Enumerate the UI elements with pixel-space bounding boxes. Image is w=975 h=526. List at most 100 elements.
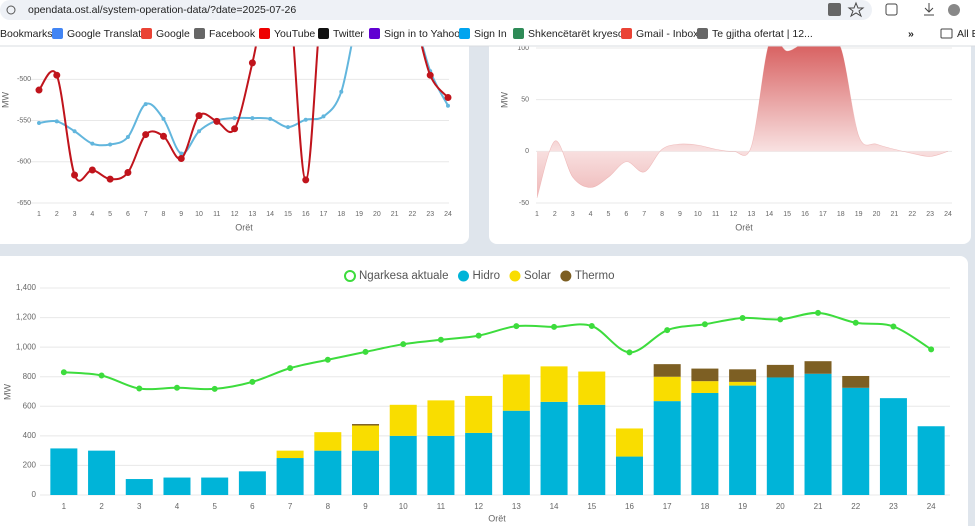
x-tick-label: 3 (73, 211, 77, 218)
bar (427, 400, 455, 436)
x-tick-label: 5 (108, 211, 112, 218)
legend-swatch[interactable] (509, 270, 521, 282)
x-tick-label: 18 (837, 211, 845, 218)
x-tick-label: 1 (535, 211, 539, 218)
x-tick-label: 15 (284, 211, 292, 218)
bookmark[interactable]: Twitter (333, 28, 364, 40)
point (626, 349, 633, 356)
bookmark[interactable]: Shkencëtarët kryeso... (528, 28, 632, 40)
point (211, 385, 218, 392)
bar (201, 477, 229, 495)
x-tick-label: 23 (926, 211, 934, 218)
url[interactable]: opendata.ost.al/system-operation-data/?d… (28, 4, 296, 16)
bookmark[interactable]: Te gjitha ofertat | 12... (712, 28, 813, 40)
translate-icon[interactable] (828, 3, 841, 16)
legend-label[interactable]: Ngarkesa aktuale (359, 270, 449, 282)
x-tick-label: 2 (99, 502, 104, 511)
point (161, 116, 166, 121)
point (339, 89, 344, 94)
x-tick-label: 20 (776, 502, 785, 511)
legend-label[interactable]: Solar (524, 270, 551, 282)
bookmark[interactable]: Facebook (209, 28, 256, 40)
bookmark[interactable]: Google Translate (67, 28, 147, 40)
x-tick-label: 3 (571, 211, 575, 218)
point (400, 341, 407, 348)
bar (879, 398, 907, 495)
x-tick-label: 17 (663, 502, 672, 511)
legend-swatch[interactable] (344, 270, 356, 282)
point (362, 348, 369, 355)
bookmark[interactable]: Gmail - Inbox (636, 28, 699, 40)
x-tick-label: 8 (660, 211, 664, 218)
x-tick-label: 22 (908, 211, 916, 218)
point (852, 319, 859, 326)
y-axis-label: MW (499, 92, 509, 108)
x-tick-label: 22 (409, 211, 417, 218)
bar (465, 432, 493, 495)
x-tick-label: 9 (179, 211, 183, 218)
download-icon[interactable] (924, 3, 934, 16)
x-axis-label: Orët (735, 222, 753, 232)
extensions-icon[interactable] (885, 3, 898, 16)
bookmark[interactable]: Bookmarks (0, 28, 53, 40)
x-tick-label: 24 (444, 211, 452, 218)
x-axis-label: Orët (235, 222, 253, 232)
x-tick-label: 16 (801, 211, 809, 218)
point (35, 86, 43, 94)
x-tick-label: 13 (512, 502, 521, 511)
x-tick-label: 14 (550, 502, 559, 511)
legend-swatch[interactable] (458, 270, 469, 282)
point (588, 322, 595, 329)
bar (653, 401, 681, 495)
x-tick-label: 4 (90, 211, 94, 218)
legend-swatch[interactable] (560, 270, 572, 282)
marks (536, 46, 949, 198)
point (321, 114, 326, 119)
bookmark-icon (52, 28, 63, 39)
x-tick-label: 23 (889, 502, 898, 511)
x-tick-label: 18 (337, 211, 345, 218)
bookmark[interactable]: Sign In (474, 28, 507, 40)
x-tick-label: 10 (195, 211, 203, 218)
more-bookmarks[interactable]: » (908, 28, 914, 40)
x-tick-label: 1 (62, 502, 67, 511)
point (249, 378, 256, 385)
point (232, 116, 237, 121)
x-tick-label: 16 (625, 502, 634, 511)
point (177, 154, 185, 162)
address-bar[interactable] (0, 0, 872, 20)
point (777, 316, 784, 323)
bookmark[interactable]: Sign in to Yahoo! (384, 28, 463, 40)
legend-label[interactable]: Hidro (473, 270, 500, 282)
y-tick-label: 1,400 (16, 283, 37, 292)
star-icon[interactable] (847, 1, 865, 18)
browser-chrome: opendata.ost.al/system-operation-data/?d… (0, 0, 975, 47)
bookmark[interactable]: All B (957, 28, 975, 40)
bar (766, 364, 794, 378)
bar (88, 450, 116, 495)
bookmark[interactable]: Google (156, 28, 190, 40)
point (437, 336, 444, 343)
x-tick-label: 21 (814, 502, 823, 511)
point (701, 321, 708, 328)
bookmark-icon (513, 28, 524, 39)
bar (465, 395, 493, 433)
bookmark-icon (459, 28, 470, 39)
bar (804, 373, 832, 495)
point (53, 71, 61, 79)
bookmark[interactable]: YouTube (274, 28, 315, 40)
x-tick-label: 2 (55, 211, 59, 218)
x-tick-label: 13 (748, 211, 756, 218)
y-tick-label: -500 (17, 76, 31, 83)
card (489, 46, 971, 244)
folder-icon (940, 28, 953, 39)
site-info-icon[interactable] (6, 5, 16, 15)
area-edge (536, 46, 949, 198)
x-tick-label: 11 (712, 211, 719, 218)
point (60, 369, 67, 376)
point (90, 141, 95, 146)
legend-label[interactable]: Thermo (575, 270, 615, 282)
point (815, 309, 822, 316)
profile-icon[interactable] (948, 4, 960, 16)
bar (389, 404, 417, 436)
